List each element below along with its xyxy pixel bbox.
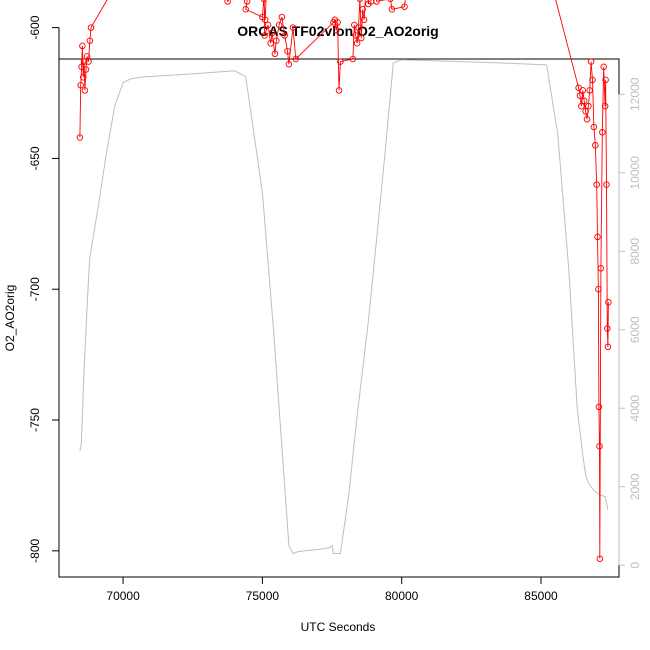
data-point xyxy=(82,66,90,73)
y-axis-label: O2_AO2orig xyxy=(3,285,17,352)
data-point xyxy=(387,0,394,3)
data-point xyxy=(352,32,359,39)
data-point xyxy=(360,16,368,24)
data-point xyxy=(583,115,591,123)
data-point xyxy=(579,87,587,94)
data-point xyxy=(337,58,344,65)
data-point xyxy=(601,102,609,110)
x-axis-label: UTC Seconds xyxy=(301,620,376,634)
data-point xyxy=(595,285,602,293)
data-point xyxy=(86,37,94,44)
data-point xyxy=(604,325,611,332)
secondary-y-tick-label: 12000 xyxy=(628,77,642,111)
data-point xyxy=(578,102,585,110)
data-point xyxy=(335,87,343,94)
secondary-series-line xyxy=(79,59,609,555)
data-point xyxy=(596,555,604,562)
data-point xyxy=(593,181,600,188)
secondary-y-tick-label: 6000 xyxy=(628,316,642,343)
data-point xyxy=(292,55,300,63)
data-point xyxy=(358,34,365,42)
data-point xyxy=(602,76,609,84)
data-point xyxy=(77,81,84,89)
secondary-y-tick-label: 2000 xyxy=(628,473,642,500)
data-point xyxy=(585,102,592,110)
data-point xyxy=(278,13,286,21)
secondary-y-axis: 0 2000 4000 6000 8000 10000 12000 xyxy=(618,77,642,569)
data-point xyxy=(586,87,593,94)
y-tick-label: -800 xyxy=(28,539,42,563)
data-point xyxy=(604,343,612,351)
data-point xyxy=(285,60,293,68)
data-point xyxy=(76,134,84,141)
primary-series-layer xyxy=(76,0,612,562)
data-point xyxy=(79,42,86,50)
data-point xyxy=(79,74,87,81)
data-point xyxy=(273,37,280,44)
data-point xyxy=(597,265,605,272)
data-point xyxy=(582,108,589,115)
data-point xyxy=(87,24,95,31)
data-point xyxy=(603,181,610,188)
y-axis: -600 -650 -700 -750 -800 xyxy=(28,15,60,563)
x-tick-label: 70000 xyxy=(106,589,140,603)
data-point xyxy=(261,16,269,24)
data-point xyxy=(334,19,341,26)
data-point xyxy=(600,63,607,71)
data-point xyxy=(587,58,595,65)
primary-series-line xyxy=(79,0,609,559)
data-point xyxy=(275,21,283,29)
x-tick-label: 80000 xyxy=(385,589,419,603)
data-point xyxy=(589,76,596,84)
data-point xyxy=(594,233,601,241)
data-point xyxy=(243,0,251,5)
data-point xyxy=(580,97,588,105)
data-point xyxy=(353,40,361,47)
data-point xyxy=(373,0,380,5)
data-point xyxy=(332,26,340,34)
x-tick-label: 75000 xyxy=(246,589,280,603)
data-point xyxy=(242,6,249,13)
plot-frame xyxy=(58,58,620,578)
y-tick-label: -750 xyxy=(28,408,42,432)
secondary-y-tick-label: 10000 xyxy=(628,156,642,190)
data-point xyxy=(595,403,603,411)
data-point xyxy=(261,32,268,39)
data-point xyxy=(356,0,363,3)
data-point xyxy=(80,58,88,65)
data-point xyxy=(359,6,366,13)
data-point xyxy=(284,47,291,55)
secondary-y-tick-label: 8000 xyxy=(628,238,642,265)
x-axis: 70000 75000 80000 85000 xyxy=(106,576,558,603)
data-point xyxy=(264,21,272,29)
data-point xyxy=(289,24,297,31)
data-point xyxy=(576,92,584,99)
data-point xyxy=(349,55,357,63)
x-tick-label: 85000 xyxy=(524,589,558,603)
data-point xyxy=(596,442,603,450)
y-tick-label: -700 xyxy=(28,277,42,301)
data-point xyxy=(267,40,274,47)
secondary-y-tick-label: 0 xyxy=(628,562,642,569)
data-point xyxy=(81,87,89,94)
data-point xyxy=(592,142,599,149)
data-point xyxy=(260,0,267,3)
y-tick-label: -600 xyxy=(28,15,42,39)
data-point xyxy=(355,24,362,31)
data-point xyxy=(590,123,598,131)
y-tick-label: -650 xyxy=(28,146,42,170)
secondary-series-layer xyxy=(79,59,609,555)
data-point xyxy=(85,58,92,65)
data-point xyxy=(599,129,606,136)
secondary-y-tick-label: 4000 xyxy=(628,395,642,422)
data-point xyxy=(401,3,408,10)
data-point xyxy=(281,32,288,39)
data-point xyxy=(605,299,612,306)
data-point xyxy=(388,6,396,13)
data-point xyxy=(268,29,276,37)
data-point xyxy=(271,50,279,58)
data-point xyxy=(224,0,231,5)
